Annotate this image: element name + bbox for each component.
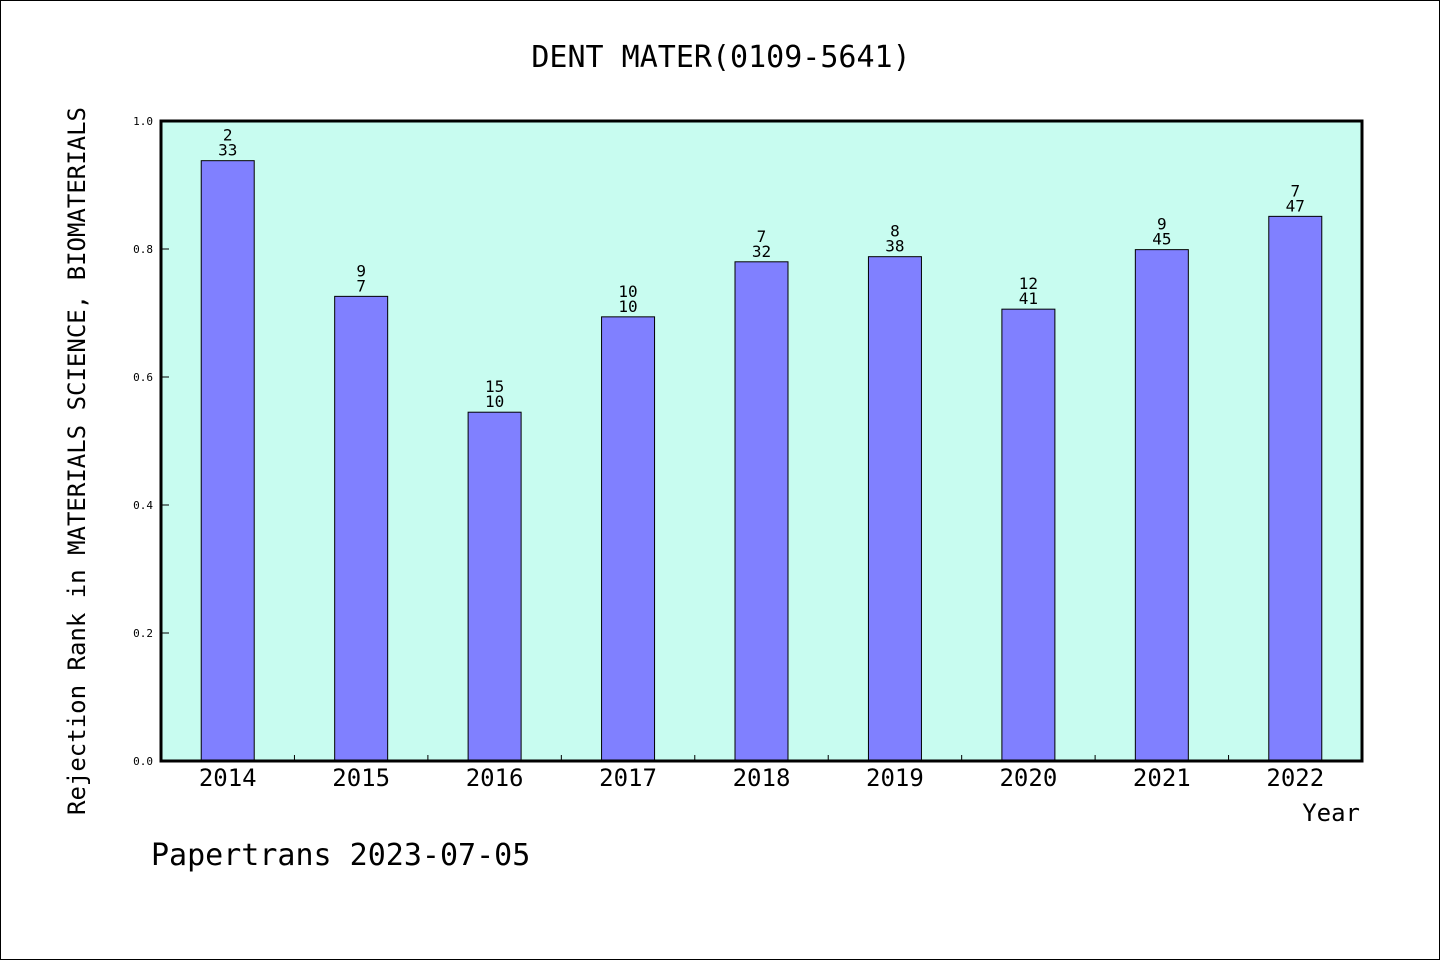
x-axis-label: Year <box>1302 799 1360 827</box>
bar-label-top: 7 <box>757 227 767 246</box>
bar-label-top: 7 <box>1290 181 1300 200</box>
bar-label-bottom: 41 <box>1019 289 1038 308</box>
x-tick-label: 2019 <box>866 764 924 792</box>
bar-label-bottom: 45 <box>1152 230 1171 249</box>
y-tick-label: 0.4 <box>133 499 153 512</box>
bar-2018 <box>734 261 789 762</box>
x-tick-label: 2021 <box>1133 764 1191 792</box>
bar-label-bottom: 38 <box>885 237 904 256</box>
bar-label-bottom: 10 <box>618 297 637 316</box>
bar-label-top: 9 <box>1157 215 1167 234</box>
x-tick-label: 2017 <box>599 764 657 792</box>
bar-label-bottom: 32 <box>752 242 771 261</box>
bar-label-top: 8 <box>890 222 900 241</box>
footer-credit: Papertrans 2023-07-05 <box>151 838 530 873</box>
bar-label-top: 9 <box>356 261 366 280</box>
bar-2019 <box>867 256 922 762</box>
y-tick-label: 0.0 <box>133 755 153 768</box>
bar-2015 <box>334 295 389 762</box>
bar-label-top: 12 <box>1019 274 1038 293</box>
bar-2020 <box>1001 308 1056 762</box>
bar-label-top: 15 <box>485 377 504 396</box>
y-tick-label: 1.0 <box>133 115 153 128</box>
x-tick-label: 2016 <box>466 764 524 792</box>
bar-label-bottom: 33 <box>218 141 237 160</box>
bar-2014 <box>200 160 255 762</box>
x-tick-label: 2014 <box>199 764 257 792</box>
plot-border <box>159 119 1364 763</box>
chart-title: DENT MATER(0109-5641) <box>531 40 910 75</box>
x-tick-label: 2018 <box>733 764 791 792</box>
y-tick-label: 0.6 <box>133 371 153 384</box>
bar-label-bottom: 47 <box>1286 196 1305 215</box>
bar-label-bottom: 7 <box>356 276 366 295</box>
bar-2017 <box>601 316 656 762</box>
bar-2021 <box>1134 249 1189 762</box>
bar-label-top: 2 <box>223 126 233 145</box>
bar-2016 <box>467 411 522 762</box>
bar-label-top: 10 <box>618 282 637 301</box>
x-tick-label: 2020 <box>999 764 1057 792</box>
y-axis-label: Rejection Rank in MATERIALS SCIENCE, BIO… <box>63 107 91 815</box>
x-tick-label: 2015 <box>332 764 390 792</box>
bar-2022 <box>1268 215 1323 762</box>
bar-label-bottom: 10 <box>485 392 504 411</box>
x-tick-label: 2022 <box>1266 764 1324 792</box>
y-tick-label: 0.2 <box>133 627 153 640</box>
y-tick-label: 0.8 <box>133 243 153 256</box>
